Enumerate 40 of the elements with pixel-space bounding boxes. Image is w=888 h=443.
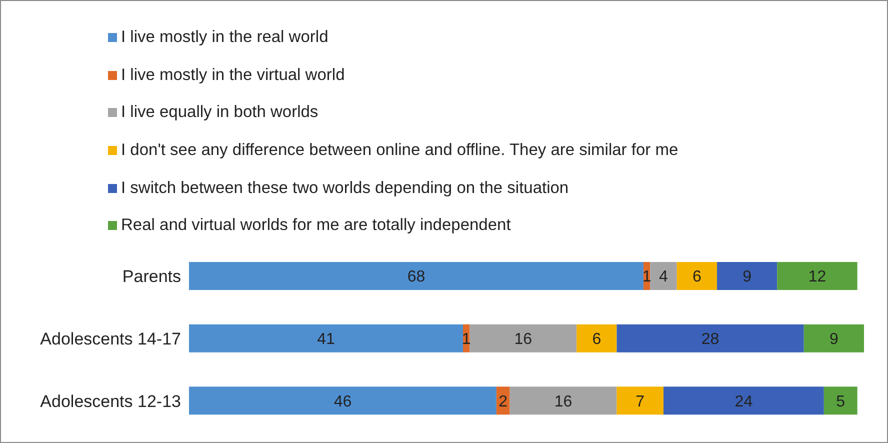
data-label: 9 — [742, 268, 752, 286]
data-label: 41 — [317, 331, 336, 348]
data-label: 5 — [836, 393, 846, 410]
bar — [777, 262, 858, 290]
y-tick-label: Adolescents 12-13 — [40, 392, 181, 411]
legend-label: I live equally in both worlds — [121, 103, 318, 122]
data-label: 16 — [514, 331, 532, 348]
data-label: 24 — [734, 393, 753, 410]
bar — [824, 386, 858, 415]
data-label: 4 — [659, 268, 668, 286]
data-label: 6 — [592, 331, 602, 348]
bar — [664, 386, 824, 415]
data-label: 6 — [692, 268, 702, 286]
data-label: 12 — [808, 268, 826, 286]
bar — [510, 386, 617, 415]
bar — [616, 386, 664, 415]
data-label: 28 — [701, 331, 720, 348]
data-label: 68 — [407, 268, 426, 286]
legend-label: Real and virtual worlds for me are totally independent — [121, 216, 511, 236]
bar — [676, 262, 717, 290]
bar — [189, 386, 496, 415]
y-tick-label: Adolescents 14-17 — [40, 330, 181, 349]
data-label: 7 — [636, 393, 645, 410]
legend-label: I switch between these two worlds depending on the situation — [121, 178, 569, 198]
bar — [189, 262, 644, 290]
data-label: 9 — [829, 331, 838, 348]
bar — [470, 324, 577, 352]
data-label: 46 — [334, 393, 352, 410]
legend-label: I don't see any difference between online and offline. They are similar for me — [121, 141, 678, 160]
data-label: 2 — [498, 393, 508, 410]
bar — [804, 324, 864, 352]
data-label: 16 — [554, 393, 572, 410]
bar — [576, 324, 617, 352]
legend-label: I live mostly in the virtual world — [121, 66, 345, 85]
bar — [650, 262, 677, 290]
bar — [716, 262, 778, 290]
bar — [189, 324, 464, 352]
legend-label: I live mostly in the real world — [121, 28, 328, 48]
y-tick-label: Parents — [122, 267, 181, 286]
bar — [616, 324, 804, 352]
